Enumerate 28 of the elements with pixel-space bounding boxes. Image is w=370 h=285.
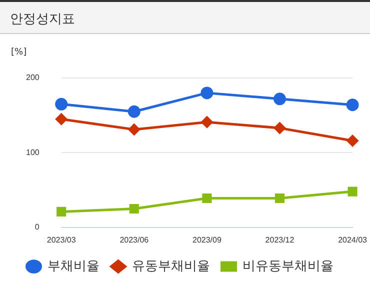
x-tick-label: 2023/06 <box>120 235 150 244</box>
x-tick-label: 2024/03 <box>338 235 368 244</box>
point <box>346 98 359 112</box>
legend-label: 비유동부채비율 <box>242 258 334 274</box>
point <box>200 86 214 100</box>
x-tick-label: 2023/12 <box>265 235 295 244</box>
point <box>55 98 68 110</box>
y-axis-title: [%] <box>11 47 27 58</box>
y-tick-label: 0 <box>34 222 40 232</box>
point <box>128 105 140 118</box>
point <box>56 206 66 216</box>
x-tick-label: 2023/03 <box>46 235 76 244</box>
point <box>202 193 212 204</box>
point <box>129 204 139 214</box>
y-tick-label: 100 <box>26 148 40 157</box>
legend-label: 유동부채비율 <box>132 258 210 274</box>
point <box>274 122 286 134</box>
point <box>273 92 286 106</box>
point <box>128 124 140 136</box>
chart-title: 안정성지표 <box>0 0 370 34</box>
point <box>56 113 68 125</box>
legend-label: 부채비율 <box>47 258 100 274</box>
point <box>346 135 358 146</box>
x-tick-label: 2023/09 <box>192 235 222 244</box>
point <box>348 186 358 196</box>
y-tick-label: 200 <box>26 73 40 82</box>
point <box>201 116 213 128</box>
point <box>274 193 285 204</box>
